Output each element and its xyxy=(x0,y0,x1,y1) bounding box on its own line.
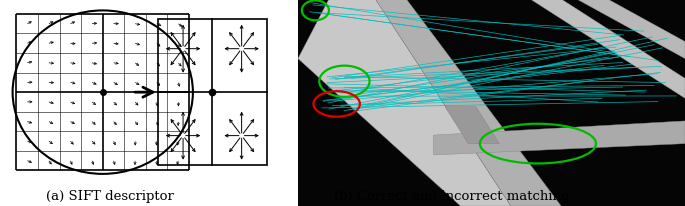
Polygon shape xyxy=(577,0,685,59)
Polygon shape xyxy=(530,0,685,99)
Polygon shape xyxy=(434,121,685,155)
Polygon shape xyxy=(375,0,561,206)
Bar xyxy=(158,20,267,165)
Polygon shape xyxy=(298,0,685,206)
Polygon shape xyxy=(445,107,499,144)
Text: (a) SIFT descriptor: (a) SIFT descriptor xyxy=(46,189,173,202)
Polygon shape xyxy=(298,0,511,206)
Text: (b) Correct and incorrect matching: (b) Correct and incorrect matching xyxy=(334,189,570,202)
